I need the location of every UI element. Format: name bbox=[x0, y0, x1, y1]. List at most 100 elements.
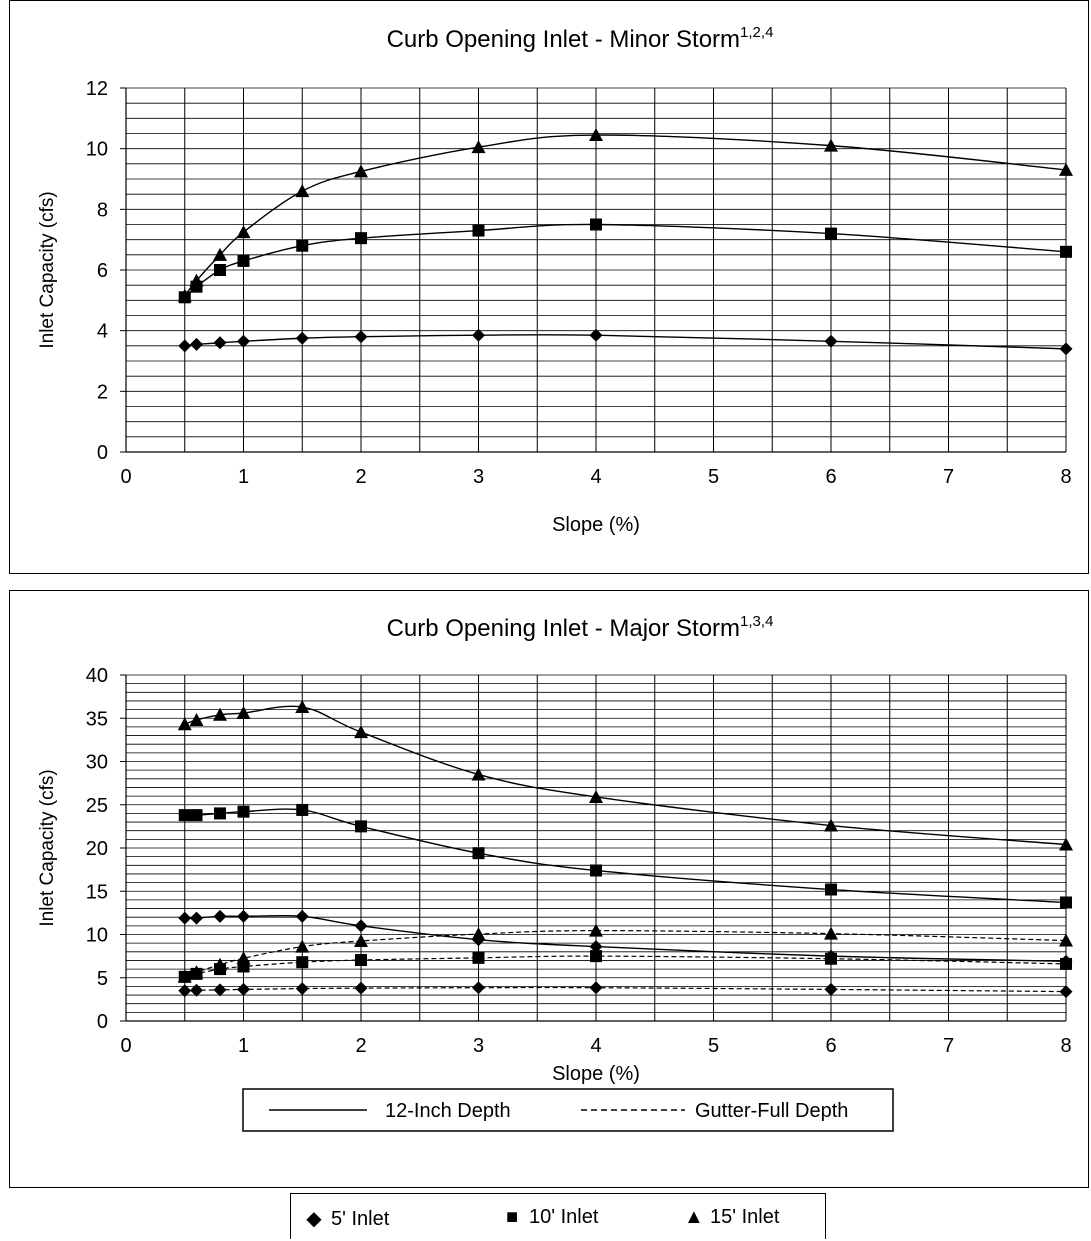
marker-legend: ◆ 5' Inlet ■ 10' Inlet ▲ 15' Inlet bbox=[290, 1193, 826, 1239]
diamond-marker bbox=[354, 330, 368, 344]
x-axis-label: Slope (%) bbox=[552, 514, 640, 536]
series-triangle bbox=[177, 128, 1073, 302]
triangle-marker-icon: ▲ bbox=[684, 1206, 704, 1228]
diamond-marker bbox=[472, 328, 485, 342]
diamond-marker bbox=[354, 981, 368, 995]
square-marker bbox=[825, 883, 837, 896]
diamond-marker bbox=[213, 983, 227, 997]
series-12-inch-depth-diamond bbox=[178, 909, 1073, 968]
legend-label: 12-Inch Depth bbox=[385, 1100, 511, 1122]
square-marker bbox=[1060, 957, 1072, 970]
marker-legend-item-15ft: ▲ 15' Inlet bbox=[684, 1206, 779, 1229]
y-axis-label: Inlet Capacity (cfs) bbox=[37, 769, 58, 926]
triangle-marker bbox=[354, 933, 368, 947]
x-tick-label: 1 bbox=[238, 1035, 249, 1057]
series-12-inch-depth-triangle bbox=[177, 700, 1073, 851]
diamond-marker bbox=[178, 339, 192, 353]
series-line bbox=[184, 914, 1067, 963]
square-marker-icon: ■ bbox=[505, 1206, 519, 1228]
triangle-marker bbox=[471, 927, 486, 941]
series-square bbox=[178, 218, 1072, 304]
square-marker bbox=[825, 952, 837, 965]
triangle-marker bbox=[471, 140, 486, 154]
x-tick-label: 0 bbox=[120, 1035, 131, 1057]
x-tick-label: 0 bbox=[120, 466, 131, 488]
triangle-marker bbox=[189, 712, 204, 726]
square-marker bbox=[825, 227, 837, 240]
square-marker bbox=[190, 809, 203, 822]
square-marker bbox=[237, 805, 250, 818]
diamond-marker bbox=[589, 940, 603, 954]
series-12-inch-depth-square bbox=[178, 803, 1072, 909]
x-tick-label: 6 bbox=[825, 1035, 836, 1057]
grid bbox=[126, 674, 1067, 1022]
triangle-marker bbox=[589, 789, 603, 803]
triangle-marker bbox=[824, 926, 838, 940]
y-tick-label: 12 bbox=[86, 78, 108, 100]
x-tick-label: 5 bbox=[708, 1035, 719, 1057]
minor-storm-chart: Curb Opening Inlet - Minor Storm1,2,4 0 2 4… bbox=[37, 24, 1073, 536]
x-tick-label: 7 bbox=[943, 466, 954, 488]
x-tick-label: 8 bbox=[1060, 1035, 1071, 1057]
triangle-marker bbox=[354, 725, 368, 739]
square-marker bbox=[1060, 896, 1072, 909]
triangle-marker bbox=[236, 951, 251, 965]
y-axis-label: Inlet Capacity (cfs) bbox=[37, 191, 58, 348]
y-tick-label: 25 bbox=[86, 795, 108, 817]
x-tick-label: 4 bbox=[590, 466, 601, 488]
series-line bbox=[184, 134, 1067, 297]
series-gutter-full-depth-triangle bbox=[177, 923, 1073, 983]
diamond-marker bbox=[589, 981, 603, 995]
triangle-marker bbox=[213, 247, 227, 261]
major-storm-chart: Curb Opening Inlet - Major Storm1,3,4 0 5 1… bbox=[37, 613, 1073, 1132]
triangle-marker bbox=[295, 184, 310, 198]
x-tick-label: 7 bbox=[943, 1035, 954, 1057]
diamond-marker bbox=[354, 919, 368, 933]
diamond-marker bbox=[1059, 985, 1073, 999]
square-marker bbox=[355, 820, 367, 833]
series-diamond bbox=[178, 328, 1073, 356]
triangle-marker bbox=[589, 923, 603, 937]
triangle-marker bbox=[177, 969, 192, 983]
square-marker bbox=[590, 864, 602, 877]
y-tick-label: 8 bbox=[97, 199, 108, 221]
diamond-marker bbox=[237, 982, 250, 996]
diamond-marker bbox=[190, 911, 203, 925]
triangle-marker bbox=[177, 288, 192, 302]
diamond-marker bbox=[472, 981, 485, 995]
x-tick-label: 8 bbox=[1060, 466, 1071, 488]
triangle-marker bbox=[1059, 933, 1073, 947]
y-tick-label: 0 bbox=[97, 442, 108, 464]
diamond-marker bbox=[295, 982, 309, 996]
diamond-marker bbox=[824, 982, 838, 996]
square-marker bbox=[178, 809, 191, 822]
diamond-marker bbox=[589, 328, 603, 342]
y-tick-label: 20 bbox=[86, 838, 108, 860]
square-marker bbox=[296, 239, 309, 252]
y-tick-label: 0 bbox=[97, 1011, 108, 1033]
diamond-marker bbox=[295, 331, 309, 345]
y-tick-label: 6 bbox=[97, 260, 108, 282]
diamond-marker-icon: ◆ bbox=[306, 1208, 322, 1230]
triangle-marker bbox=[1059, 162, 1073, 176]
triangle-marker bbox=[295, 939, 310, 953]
x-tick-label: 3 bbox=[473, 1035, 484, 1057]
y-tick-label: 5 bbox=[97, 968, 108, 990]
minor-storm-chart-panel: Curb Opening Inlet - Minor Storm1,2,4 0 2 4… bbox=[9, 0, 1089, 574]
y-tick-label: 30 bbox=[86, 752, 108, 774]
y-tick-label: 15 bbox=[86, 881, 108, 903]
series-line bbox=[184, 334, 1067, 350]
x-tick-label: 2 bbox=[355, 466, 366, 488]
square-marker bbox=[355, 232, 367, 245]
series-line bbox=[184, 986, 1067, 993]
triangle-marker bbox=[354, 164, 368, 178]
legend-label: Gutter-Full Depth bbox=[695, 1100, 848, 1122]
x-tick-label: 2 bbox=[355, 1035, 366, 1057]
marker-legend-label: 15' Inlet bbox=[710, 1206, 780, 1228]
x-tick-label: 5 bbox=[708, 466, 719, 488]
marker-legend-item-10ft: ■ 10' Inlet bbox=[503, 1206, 598, 1229]
x-tick-label: 3 bbox=[473, 466, 484, 488]
square-marker bbox=[296, 956, 309, 969]
y-tick-label: 4 bbox=[97, 321, 108, 343]
triangle-marker bbox=[471, 767, 486, 781]
